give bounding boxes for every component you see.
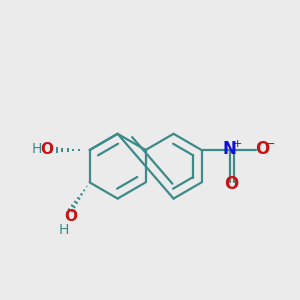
Text: H: H — [32, 142, 42, 156]
Text: O: O — [224, 175, 238, 193]
Text: O: O — [255, 140, 269, 158]
Text: N: N — [223, 140, 236, 158]
Text: O: O — [40, 142, 53, 157]
Text: +: + — [233, 139, 242, 148]
Text: −: − — [265, 138, 275, 151]
Text: O: O — [64, 209, 77, 224]
Text: H: H — [59, 223, 69, 237]
